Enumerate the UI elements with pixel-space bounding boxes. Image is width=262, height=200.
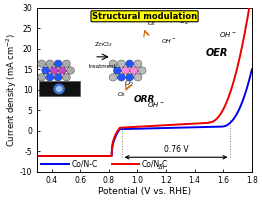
Text: $\mathit{OH}^-$: $\mathit{OH}^-$ bbox=[147, 100, 165, 109]
Text: Zn: Zn bbox=[158, 165, 165, 170]
Text: Co/N-C: Co/N-C bbox=[72, 160, 98, 169]
Y-axis label: Current density (mA cm$^{-2}$): Current density (mA cm$^{-2}$) bbox=[4, 33, 19, 147]
Text: ORR: ORR bbox=[134, 95, 155, 104]
Text: Co/N-C: Co/N-C bbox=[142, 160, 168, 169]
Text: $O_2$: $O_2$ bbox=[179, 17, 189, 27]
Text: OER: OER bbox=[206, 48, 228, 58]
Text: $O_2$: $O_2$ bbox=[124, 78, 134, 89]
Text: $OH^-$: $OH^-$ bbox=[219, 30, 237, 39]
X-axis label: Potential (V vs. RHE): Potential (V vs. RHE) bbox=[98, 187, 191, 196]
Text: Structural modulation: Structural modulation bbox=[92, 12, 197, 21]
Text: 0.76 V: 0.76 V bbox=[164, 145, 188, 154]
